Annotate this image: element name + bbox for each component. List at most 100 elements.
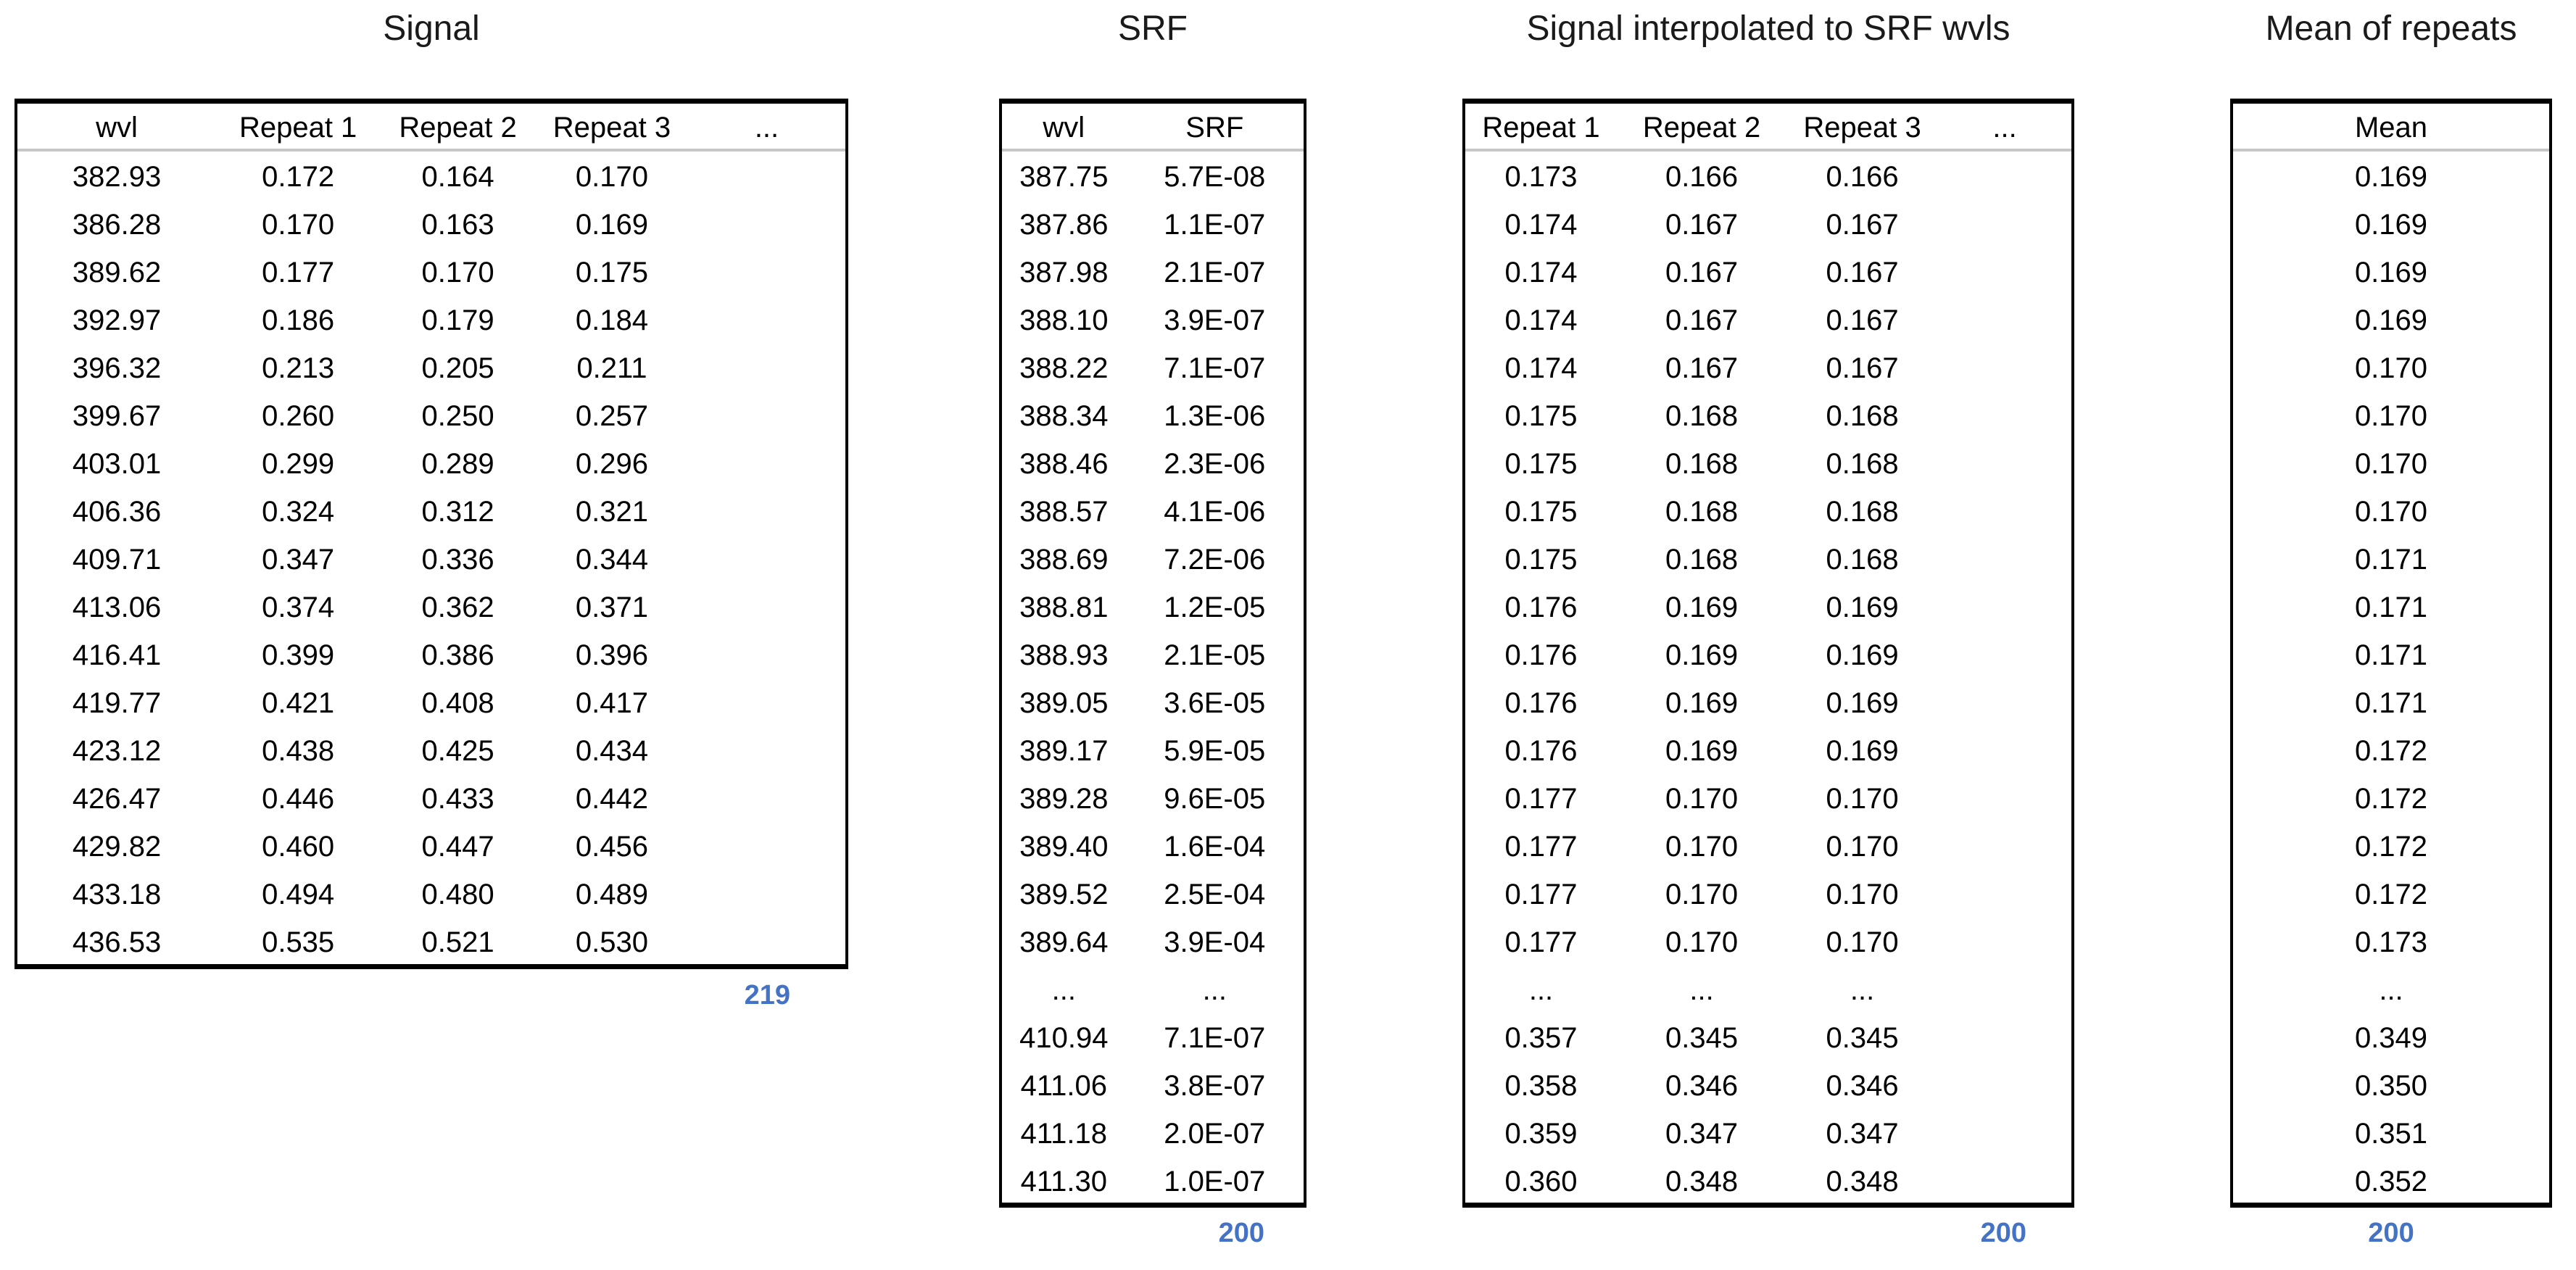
table-row: 413.06 0.374 0.362 0.371 [17, 582, 845, 630]
table-cell: 0.184 [575, 304, 648, 336]
table-cell: 423.12 [72, 735, 162, 767]
table-cell: 416.41 [72, 639, 162, 671]
table-cell [688, 700, 845, 703]
table-row: 0.352 [2233, 1156, 2549, 1204]
table-row: 396.32 0.213 0.205 0.211 [17, 343, 845, 391]
table-row: 0.176 0.169 0.169 [1465, 726, 2071, 773]
table-cell: 0.186 [262, 304, 335, 336]
table-row: 406.36 0.324 0.312 0.321 [17, 486, 845, 534]
table-row: 0.177 0.170 0.170 [1465, 821, 2071, 869]
table-cell: 4.1E-06 [1164, 496, 1266, 528]
table-cell: 0.447 [421, 831, 494, 863]
table-cell [688, 318, 845, 320]
table-cell: 1.2E-05 [1164, 592, 1266, 623]
table-cell [688, 605, 845, 607]
table-cell: 7.2E-06 [1164, 544, 1266, 576]
table-cell: 3.6E-05 [1164, 687, 1266, 719]
signal-table: wvl Repeat 1 Repeat 2 Repeat 3... 382.93 0.17… [15, 99, 848, 969]
table-cell: 0.168 [1826, 496, 1899, 528]
header-row: Repeat 1 Repeat 2 Repeat 3... [1465, 104, 2071, 152]
table-row: 0.177 0.170 0.170 [1465, 917, 2071, 965]
table-cell: 0.167 [1826, 257, 1899, 289]
table-cell: 0.163 [421, 209, 494, 241]
table-row: 0.349 [2233, 1013, 2549, 1061]
table-cell: 389.62 [72, 257, 162, 289]
table-cell: 0.357 [1504, 1022, 1578, 1054]
table-row: 389.52 2.5E-04 [1002, 869, 1304, 917]
table-cell: 0.170 [1665, 926, 1739, 958]
table-row: 0.360 0.348 0.348 [1465, 1156, 2071, 1204]
signal-title: Signal [383, 9, 480, 48]
table-row: 419.77 0.421 0.408 0.417 [17, 678, 845, 726]
header-row: wvl SRF [1002, 104, 1304, 152]
table-row: 0.169 [2233, 199, 2549, 247]
table-cell: ... [1202, 974, 1227, 1006]
table-cell: 0.167 [1665, 209, 1739, 241]
table-cell [1938, 939, 2071, 942]
table-row: 0.172 [2233, 773, 2549, 821]
header-cell: Repeat 1 [1482, 112, 1600, 144]
table-cell: 388.69 [1019, 544, 1109, 576]
table-cell: 0.169 [1826, 639, 1899, 671]
table-cell: 0.176 [1504, 687, 1578, 719]
table-cell [1938, 796, 2071, 799]
table-cell: 0.433 [421, 783, 494, 815]
table-cell [688, 413, 845, 416]
table-row: 0.174 0.167 0.167 [1465, 343, 2071, 391]
table-cell: 7.1E-07 [1164, 1022, 1266, 1054]
table-cell: 0.167 [1826, 304, 1899, 336]
table-cell: 409.71 [72, 544, 162, 576]
table-cell: 0.170 [575, 161, 648, 193]
table-cell: 388.10 [1019, 304, 1109, 336]
table-cell: 0.170 [1665, 879, 1739, 910]
table-row: 388.93 2.1E-05 [1002, 630, 1304, 678]
table-row: 416.41 0.399 0.386 0.396 [17, 630, 845, 678]
table-cell [1938, 270, 2071, 273]
table-row: 0.173 0.166 0.166 [1465, 152, 2071, 199]
table-cell [1938, 461, 2071, 464]
table-cell: 0.174 [1504, 352, 1578, 384]
table-row: 0.358 0.346 0.346 [1465, 1061, 2071, 1108]
table-cell: 0.421 [262, 687, 335, 719]
signal-interpolated-title: Signal interpolated to SRF wvls [1526, 9, 2010, 48]
table-cell: 0.530 [575, 926, 648, 958]
table-cell: 0.425 [421, 735, 494, 767]
table-cell: 0.164 [421, 161, 494, 193]
signal-interpolated-table: Repeat 1 Repeat 2 Repeat 3... 0.173 0.166 0.1… [1462, 99, 2074, 1208]
table-cell: 392.97 [72, 304, 162, 336]
table-cell: 0.347 [1826, 1118, 1899, 1150]
table-cell [688, 652, 845, 655]
table-cell: 0.168 [1665, 544, 1739, 576]
table-cell: ... [1051, 974, 1076, 1006]
table-cell: 0.408 [421, 687, 494, 719]
table-cell: 0.352 [2354, 1166, 2428, 1198]
table-cell: 389.64 [1019, 926, 1109, 958]
table-cell: 0.386 [421, 639, 494, 671]
table-cell: 0.336 [421, 544, 494, 576]
table-cell: 0.169 [2354, 304, 2428, 336]
srf-panel: SRF wvl SRF 387.75 5.7E-08 387.86 1.1E-07 387.… [999, 0, 1306, 1270]
table-cell [688, 557, 845, 560]
table-cell: 0.177 [1504, 831, 1578, 863]
table-cell: 0.170 [2354, 448, 2428, 480]
table-row: 389.28 9.6E-05 [1002, 773, 1304, 821]
table-cell [1938, 1179, 2071, 1182]
table-cell: 426.47 [72, 783, 162, 815]
table-cell: 0.250 [421, 400, 494, 432]
table-cell [688, 892, 845, 895]
table-cell [688, 270, 845, 273]
header-cell: Repeat 3 [1803, 112, 1921, 144]
table-cell: 0.417 [575, 687, 648, 719]
table-cell: 0.173 [2354, 926, 2428, 958]
table-row: 0.175 0.168 0.168 [1465, 391, 2071, 439]
header-cell: Repeat 2 [1642, 112, 1761, 144]
table-cell [1938, 987, 2071, 990]
table-cell: ... [2379, 974, 2403, 1006]
header-cell: Mean [2354, 112, 2428, 144]
table-cell [1938, 509, 2071, 512]
table-cell: ... [1850, 974, 1875, 1006]
table-row: 0.170 [2233, 486, 2549, 534]
table-row: 387.98 2.1E-07 [1002, 247, 1304, 295]
table-cell: 387.98 [1019, 257, 1109, 289]
table-row: 0.359 0.347 0.347 [1465, 1108, 2071, 1156]
